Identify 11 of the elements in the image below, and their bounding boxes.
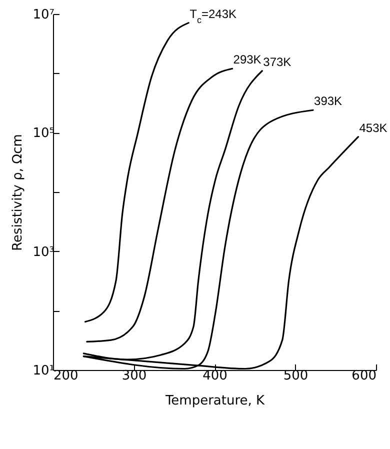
series-label: 393K (314, 94, 342, 108)
series-label: T$_{c}$=243K (190, 6, 237, 25)
y-tick-label: 10³ (32, 244, 54, 260)
y-tick-label: 10⁷ (32, 8, 54, 22)
series-label: 373K (263, 54, 292, 69)
y-tick-label: 10⁵ (32, 126, 54, 142)
series-label: 453K (359, 120, 388, 135)
y-tick-label: 10¹ (32, 364, 54, 378)
series-label: 293K (233, 52, 262, 67)
x-axis-title: Temperature, K (164, 394, 266, 408)
y-axis-title: Resistivity ρ, Ωcm (10, 134, 26, 251)
